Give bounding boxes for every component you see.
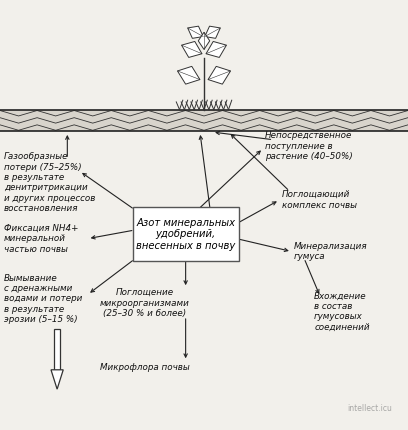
Text: Поглощение
микроорганизмами
(25–30 % и более): Поглощение микроорганизмами (25–30 % и б… xyxy=(100,288,190,318)
Polygon shape xyxy=(51,370,63,389)
Text: Азот минеральных
удобрений,
внесенных в почву: Азот минеральных удобрений, внесенных в … xyxy=(136,218,235,251)
FancyBboxPatch shape xyxy=(133,207,239,261)
Text: Газообразные
потери (75–25%)
в результате
денитритрикации
и других процессов
вос: Газообразные потери (75–25%) в результат… xyxy=(4,152,95,213)
Text: intellect.icu: intellect.icu xyxy=(347,404,392,413)
Bar xyxy=(0,110,408,131)
Polygon shape xyxy=(188,26,203,38)
Polygon shape xyxy=(206,41,226,58)
Polygon shape xyxy=(198,32,210,49)
Text: Минерализация
гумуса: Минерализация гумуса xyxy=(294,242,367,261)
Text: Вымывание
с дренажными
водами и потери
в результате
эрозии (5–15 %): Вымывание с дренажными водами и потери в… xyxy=(4,273,82,324)
Polygon shape xyxy=(208,66,231,84)
Polygon shape xyxy=(177,66,200,84)
Polygon shape xyxy=(182,41,202,58)
Polygon shape xyxy=(205,26,220,38)
Bar xyxy=(54,329,60,370)
Text: Вхождение
в состав
гумусовых
соединений: Вхождение в состав гумусовых соединений xyxy=(314,292,370,332)
Text: Микрофлора почвы: Микрофлора почвы xyxy=(100,363,190,372)
Text: Фиксация NH4+
минеральной
частью почвы: Фиксация NH4+ минеральной частью почвы xyxy=(4,224,79,254)
Text: Поглощающий
комплекс почвы: Поглощающий комплекс почвы xyxy=(282,190,357,210)
Text: Непосредственное
поступление в
растение (40–50%): Непосредственное поступление в растение … xyxy=(265,131,353,161)
